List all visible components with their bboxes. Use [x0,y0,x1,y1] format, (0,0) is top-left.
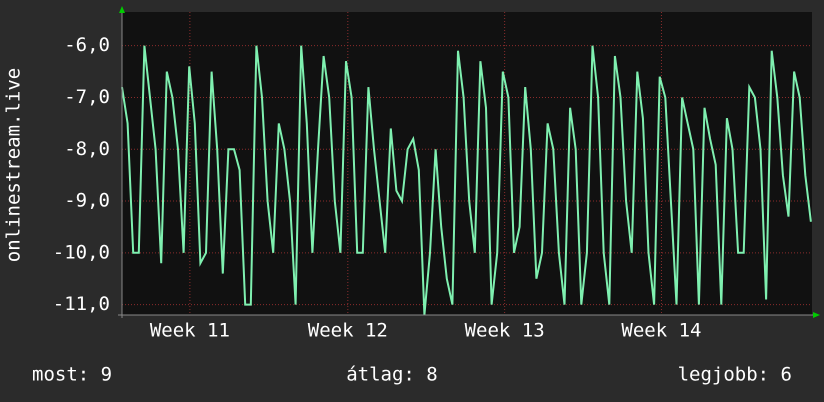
x-tick-label: Week 12 [308,320,388,342]
y-tick-label: -9,0 [64,190,110,212]
x-arrow [813,312,820,318]
x-tick-label: Week 11 [150,320,230,342]
y-tick-label: -7,0 [64,86,110,108]
footer-stat: átlag: 8 [346,364,438,386]
marks [121,45,812,316]
y-tick-label: -8,0 [64,138,110,160]
y-axis-label: onlinestream.live [3,68,25,262]
footer-stat: most: 9 [32,364,112,386]
y-arrow [119,6,125,13]
x-tick-label: Week 14 [621,320,701,342]
y-tick-label: -11,0 [53,293,110,315]
y-tick-label: -6,0 [64,34,110,56]
footer-stat: legjobb: 6 [678,364,792,386]
x-tick-label: Week 13 [465,320,545,342]
series-line [121,45,812,316]
y-tick-label: -10,0 [53,241,110,263]
